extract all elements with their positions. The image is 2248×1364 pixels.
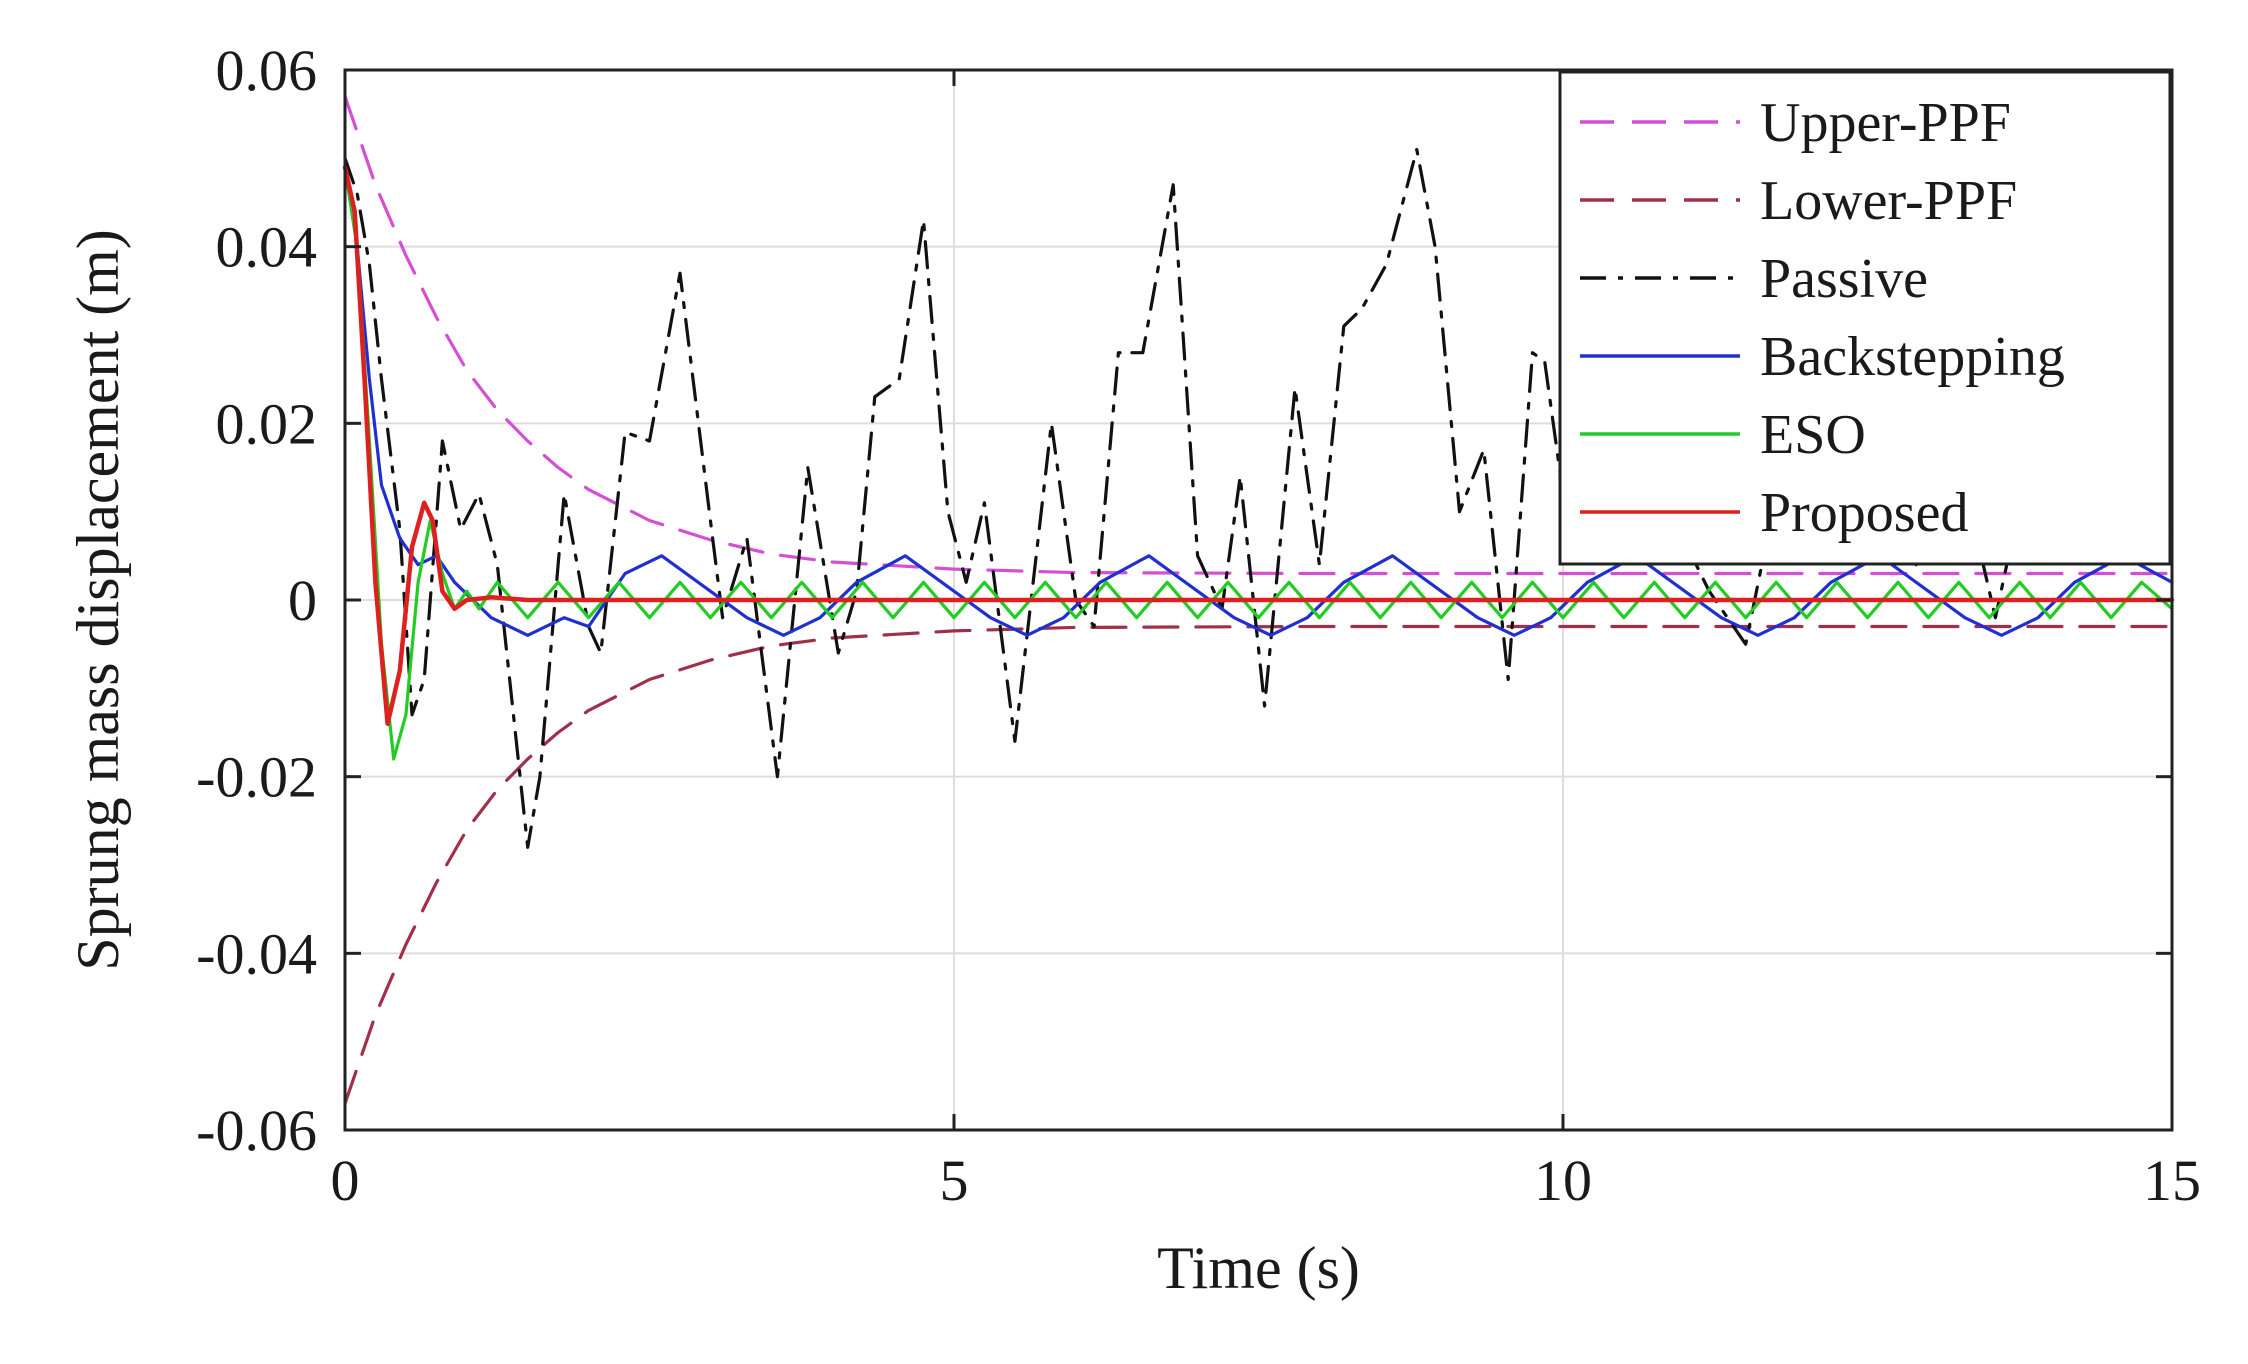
y-tick-label: -0.04 xyxy=(196,921,317,986)
y-tick-label: 0.02 xyxy=(216,391,318,456)
x-tick-label: 0 xyxy=(331,1148,360,1213)
y-tick-label: -0.02 xyxy=(196,745,317,810)
x-axis-title: Time (s) xyxy=(1157,1235,1360,1301)
legend-label: Lower-PPF xyxy=(1760,170,2017,232)
x-axis-ticks: 0 5 10 15 xyxy=(331,70,2201,1213)
y-tick-label: 0 xyxy=(288,568,317,633)
y-tick-label: -0.06 xyxy=(196,1098,317,1163)
series-line-lower-ppf xyxy=(343,624,2174,1106)
y-axis-ticks: -0.06 -0.04 -0.02 0 0.02 0.04 0.06 xyxy=(196,38,2172,1163)
x-tick-label: 10 xyxy=(1534,1148,1592,1213)
series-lines xyxy=(342,94,2175,1106)
legend-label: Passive xyxy=(1760,248,1928,310)
series-line-proposed xyxy=(342,164,2175,726)
legend-label: Backstepping xyxy=(1760,326,2065,388)
series-line-upper-ppf xyxy=(343,94,2174,576)
y-axis-title: Sprung mass displacement (m) xyxy=(65,229,131,971)
legend-label: Upper-PPF xyxy=(1760,92,2011,154)
x-tick-label: 5 xyxy=(940,1148,969,1213)
series-line-backstepping xyxy=(343,165,2174,637)
x-tick-label: 15 xyxy=(2143,1148,2201,1213)
legend-box xyxy=(1558,70,2172,566)
y-tick-label: 0.04 xyxy=(216,215,318,280)
legend-label: Proposed xyxy=(1760,482,1968,544)
series-line-passive xyxy=(343,147,2174,849)
legend: Upper-PPF Lower-PPF Passive Backstepping ESO… xyxy=(1558,70,2172,566)
legend-label: ESO xyxy=(1760,404,1866,466)
y-tick-label: 0.06 xyxy=(216,38,318,103)
